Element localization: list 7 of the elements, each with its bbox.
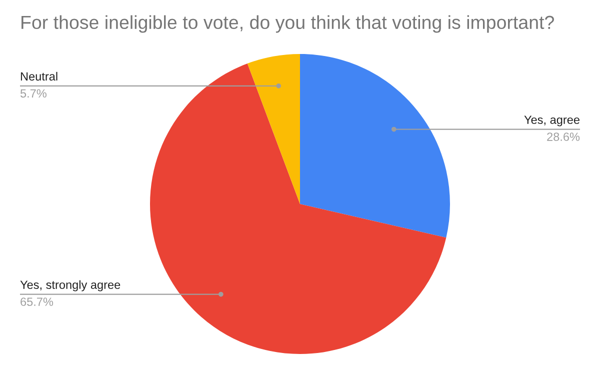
chart-title: For those ineligible to vote, do you think that voting is important? (22, 15, 554, 33)
slice-label: Neutral (20, 72, 58, 81)
slice-label: Yes, strongly agree (20, 280, 120, 292)
data-label: 5.7% (20, 89, 46, 98)
data-label: 28.6% (547, 132, 580, 141)
data-label: 65.7% (20, 298, 54, 306)
slice-label: Yes, agree (524, 116, 580, 126)
